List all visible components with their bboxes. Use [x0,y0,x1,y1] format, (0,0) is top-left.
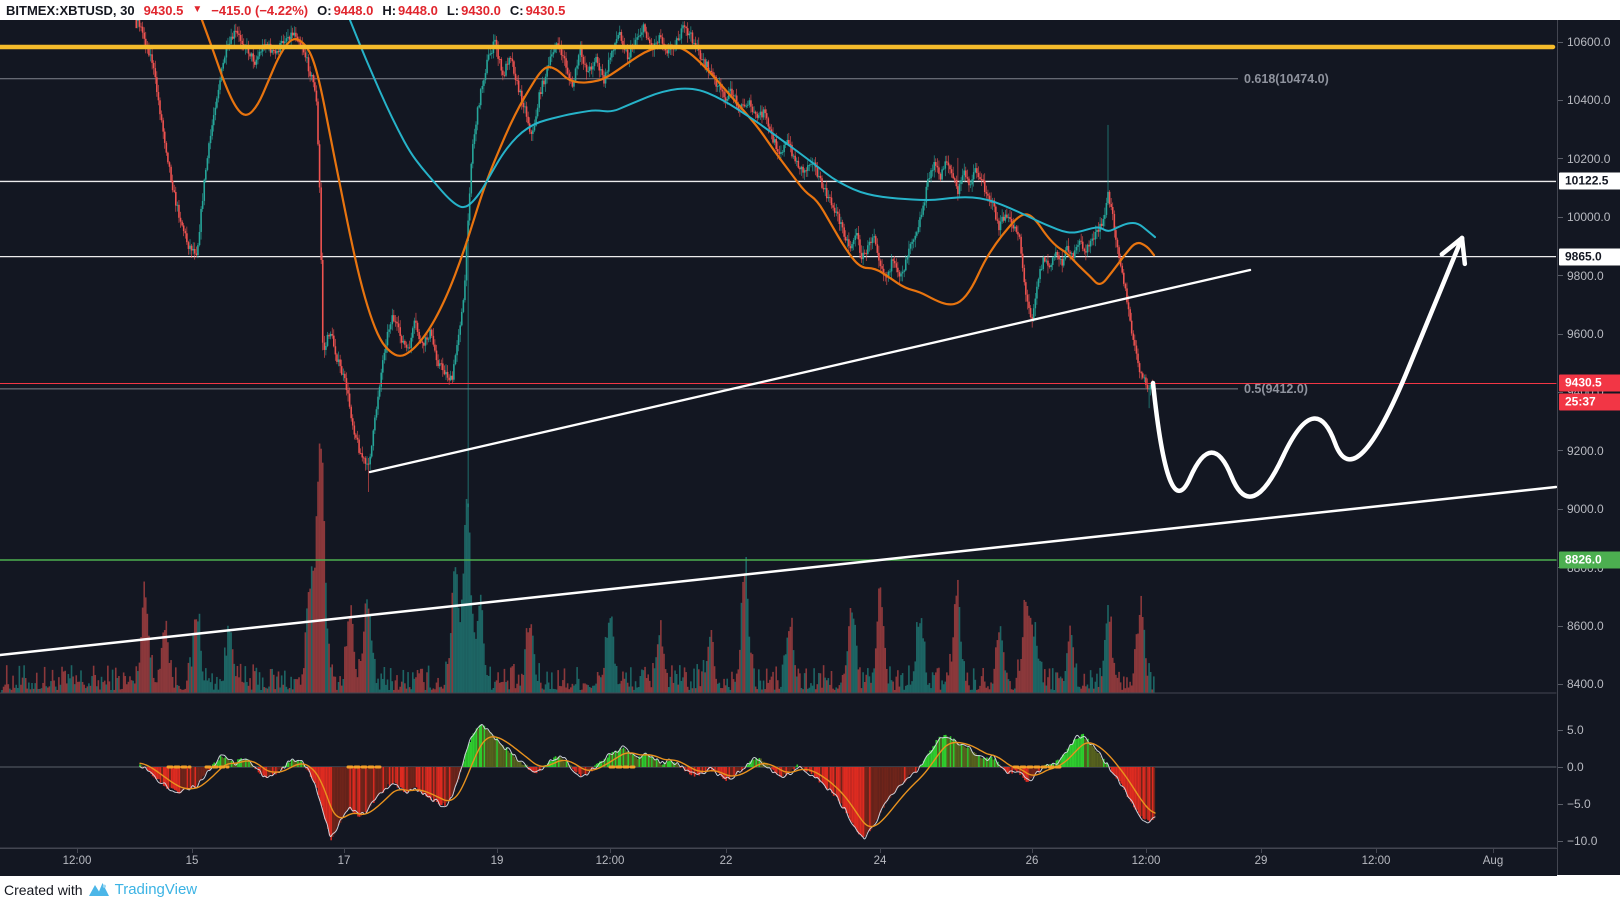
price-axis[interactable]: 10600.0 10400.0 10200.0 10000.0 9800.0 9600.0… [1557,20,1620,875]
price-tick-10000.0: 10000.0 [1558,210,1610,224]
price-tick-9600.0: 9600.0 [1558,327,1604,341]
open-label: O: [317,2,332,18]
time-tick-mark [1376,849,1377,853]
level-badge-9865[interactable]: 9865.0 [1559,248,1620,266]
time-tick-24: 24 [873,855,887,867]
level-badge-10122[interactable]: 10122.5 [1559,172,1620,190]
low-value: 9430.0 [461,2,501,18]
attribution-bar: Created with TradingView [0,875,1620,904]
time-tick-mark [726,849,727,853]
high-value: 9448.0 [398,2,438,18]
countdown-badge[interactable]: 25:37 [1559,393,1620,411]
chart-area: 0.618(10474.0) 0.5(9412.0) 10600.010400.… [0,20,1620,876]
current-price-badge[interactable]: 9430.5 [1559,374,1620,392]
time-tick-mark [344,849,345,853]
time-tick-mark [1493,849,1494,853]
legend-bar: BITMEX:XBTUSD, 30 9430.5 ▼ −415.0 (−4.22… [0,0,1620,20]
symbol-title[interactable]: BITMEX:XBTUSD, 30 [6,2,135,18]
time-tick-19: 19 [490,855,504,867]
high-field: H: 9448.0 [382,3,437,18]
close-value: 9430.5 [525,2,566,18]
created-with-text: Created with [4,881,83,898]
time-tick-mark [192,849,193,853]
time-tick-15: 15 [185,855,199,867]
time-tick-mark [77,849,78,853]
tradingview-logo-icon[interactable] [88,882,110,897]
low-field: L: 9430.0 [447,3,501,18]
time-tick-mark [1146,849,1147,853]
time-tick-12:00: 12:00 [1361,855,1391,867]
time-tick-Aug: Aug [1482,855,1504,867]
indicator-tick-−5.0: −5.0 [1558,797,1591,811]
level-badge-8826[interactable]: 8826.0 [1559,551,1620,569]
time-tick-12:00: 12:00 [595,855,625,867]
tradingview-brand-text[interactable]: TradingView [114,881,198,898]
indicator-tick-−10.0: −10.0 [1558,834,1597,848]
time-tick-mark [497,849,498,853]
time-tick-12:00: 12:00 [1131,855,1161,867]
open-value: 9448.0 [333,2,374,18]
time-tick-mark [610,849,611,853]
price-chart-canvas[interactable] [0,20,1557,875]
high-label: H: [382,2,397,18]
price-tick-10200.0: 10200.0 [1558,152,1610,166]
time-tick-17: 17 [337,855,351,867]
down-triangle-icon: ▼ [192,3,203,15]
time-tick-12:00: 12:00 [62,855,92,867]
close-field: C: 9430.5 [510,3,565,18]
price-tick-10400.0: 10400.0 [1558,93,1610,107]
price-tick-10600.0: 10600.0 [1558,35,1610,49]
price-change: −415.0 (−4.22%) [211,2,309,18]
time-axis[interactable]: 12:00 15 17 19 12:00 22 24 26 12:00 29 12:00 Aug [0,848,1557,876]
price-tick-8600.0: 8600.0 [1558,619,1604,633]
last-price: 9430.5 [143,2,184,18]
time-tick-mark [1032,849,1033,853]
price-tick-9200.0: 9200.0 [1558,444,1604,458]
time-tick-mark [880,849,881,853]
low-label: L: [446,2,460,18]
indicator-tick-5.0: 5.0 [1558,723,1584,737]
price-tick-9800.0: 9800.0 [1558,269,1604,283]
open-field: O: 9448.0 [317,3,373,18]
time-tick-22: 22 [719,855,733,867]
close-label: C: [509,2,524,18]
price-tick-9000.0: 9000.0 [1558,502,1604,516]
time-tick-29: 29 [1254,855,1268,867]
indicator-tick-0.0: 0.0 [1558,760,1584,774]
time-tick-26: 26 [1025,855,1039,867]
price-tick-8400.0: 8400.0 [1558,677,1604,691]
time-tick-mark [1261,849,1262,853]
